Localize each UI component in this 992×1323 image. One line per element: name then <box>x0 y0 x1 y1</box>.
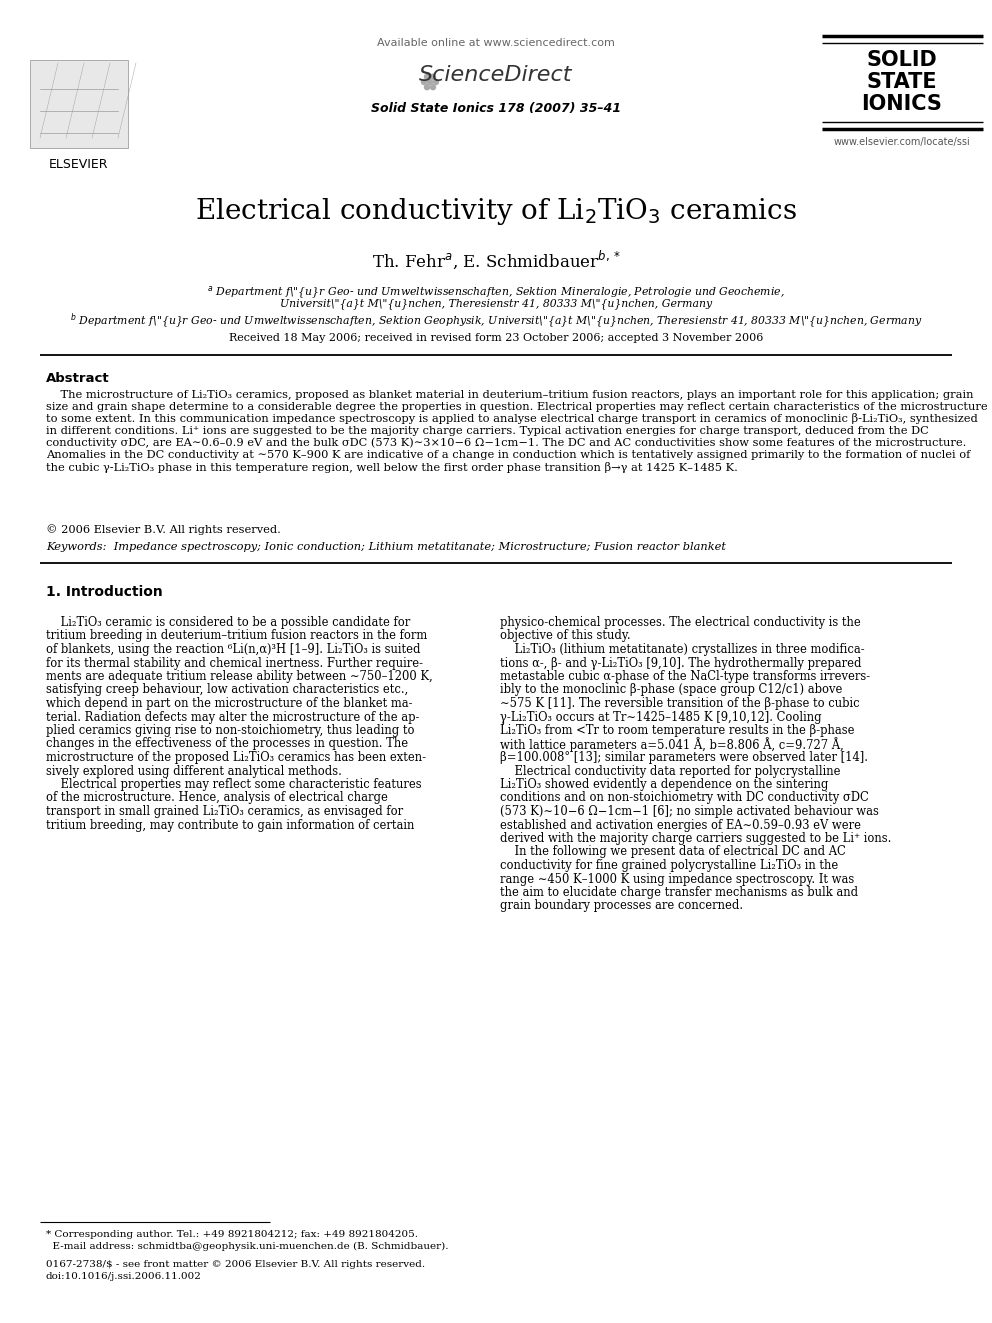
Text: © 2006 Elsevier B.V. All rights reserved.: © 2006 Elsevier B.V. All rights reserved… <box>46 524 281 534</box>
Text: changes in the effectiveness of the processes in question. The: changes in the effectiveness of the proc… <box>46 737 408 750</box>
Text: doi:10.1016/j.ssi.2006.11.002: doi:10.1016/j.ssi.2006.11.002 <box>46 1271 202 1281</box>
Text: satisfying creep behaviour, low activation characteristics etc.,: satisfying creep behaviour, low activati… <box>46 684 409 696</box>
Text: the aim to elucidate charge transfer mechanisms as bulk and: the aim to elucidate charge transfer mec… <box>500 886 858 900</box>
Text: established and activation energies of EA∼0.59–0.93 eV were: established and activation energies of E… <box>500 819 861 831</box>
Text: plied ceramics giving rise to non-stoichiometry, thus leading to: plied ceramics giving rise to non-stoich… <box>46 724 415 737</box>
Circle shape <box>428 79 433 85</box>
Text: Li₂TiO₃ (lithium metatitanate) crystallizes in three modifica-: Li₂TiO₃ (lithium metatitanate) crystalli… <box>500 643 865 656</box>
Text: Electrical properties may reflect some characteristic features: Electrical properties may reflect some c… <box>46 778 422 791</box>
Text: transport in small grained Li₂TiO₃ ceramics, as envisaged for: transport in small grained Li₂TiO₃ ceram… <box>46 804 403 818</box>
Text: 1. Introduction: 1. Introduction <box>46 585 163 599</box>
Text: Li₂TiO₃ showed evidently a dependence on the sintering: Li₂TiO₃ showed evidently a dependence on… <box>500 778 828 791</box>
Text: Keywords:  Impedance spectroscopy; Ionic conduction; Lithium metatitanate; Micro: Keywords: Impedance spectroscopy; Ionic … <box>46 542 726 552</box>
Text: www.elsevier.com/locate/ssi: www.elsevier.com/locate/ssi <box>833 138 970 147</box>
Text: β=100.008° [13]; similar parameters were observed later [14].: β=100.008° [13]; similar parameters were… <box>500 751 868 763</box>
Text: (573 K)∼10−6 Ω−1cm−1 [6]; no simple activated behaviour was: (573 K)∼10−6 Ω−1cm−1 [6]; no simple acti… <box>500 804 879 818</box>
Text: Li₂TiO₃ from <Tr to room temperature results in the β-phase: Li₂TiO₃ from <Tr to room temperature res… <box>500 724 854 737</box>
Text: ELSEVIER: ELSEVIER <box>50 157 109 171</box>
Text: of blankets, using the reaction ⁶Li(n,α)³H [1–9]. Li₂TiO₃ is suited: of blankets, using the reaction ⁶Li(n,α)… <box>46 643 421 656</box>
Text: objective of this study.: objective of this study. <box>500 630 631 643</box>
Text: sively explored using different analytical methods.: sively explored using different analytic… <box>46 765 342 778</box>
Text: STATE: STATE <box>867 71 937 93</box>
Text: E-mail address: schmidtba@geophysik.uni-muenchen.de (B. Schmidbauer).: E-mail address: schmidtba@geophysik.uni-… <box>46 1242 448 1252</box>
Text: tions α-, β- and γ-Li₂TiO₃ [9,10]. The hydrothermally prepared: tions α-, β- and γ-Li₂TiO₃ [9,10]. The h… <box>500 656 861 669</box>
Circle shape <box>422 79 427 85</box>
Text: ments are adequate tritium release ability between ∼750–1200 K,: ments are adequate tritium release abili… <box>46 669 433 683</box>
Text: SOLID: SOLID <box>867 50 937 70</box>
Circle shape <box>434 79 438 85</box>
Bar <box>30 60 128 148</box>
Text: In the following we present data of electrical DC and AC: In the following we present data of elec… <box>500 845 846 859</box>
Text: conductivity for fine grained polycrystalline Li₂TiO₃ in the: conductivity for fine grained polycrysta… <box>500 859 838 872</box>
Text: which depend in part on the microstructure of the blanket ma-: which depend in part on the microstructu… <box>46 697 413 710</box>
Text: The microstructure of Li₂TiO₃ ceramics, proposed as blanket material in deuteriu: The microstructure of Li₂TiO₃ ceramics, … <box>46 390 988 472</box>
Circle shape <box>431 74 435 79</box>
Text: physico-chemical processes. The electrical conductivity is the: physico-chemical processes. The electric… <box>500 617 861 628</box>
Text: Available online at www.sciencedirect.com: Available online at www.sciencedirect.co… <box>377 38 615 48</box>
Text: Li₂TiO₃ ceramic is considered to be a possible candidate for: Li₂TiO₃ ceramic is considered to be a po… <box>46 617 411 628</box>
Text: Electrical conductivity of Li$_2$TiO$_3$ ceramics: Electrical conductivity of Li$_2$TiO$_3$… <box>195 196 797 228</box>
Text: metastable cubic α-phase of the NaCl-type transforms irrevers-: metastable cubic α-phase of the NaCl-typ… <box>500 669 870 683</box>
Text: for its thermal stability and chemical inertness. Further require-: for its thermal stability and chemical i… <box>46 656 423 669</box>
Text: grain boundary processes are concerned.: grain boundary processes are concerned. <box>500 900 743 913</box>
Text: derived with the majority charge carriers suggested to be Li⁺ ions.: derived with the majority charge carrier… <box>500 832 892 845</box>
Text: IONICS: IONICS <box>862 94 942 114</box>
Text: tritium breeding in deuterium–tritium fusion reactors in the form: tritium breeding in deuterium–tritium fu… <box>46 630 428 643</box>
Text: Abstract: Abstract <box>46 372 110 385</box>
Text: γ-Li₂TiO₃ occurs at Tr∼1425–1485 K [9,10,12]. Cooling: γ-Li₂TiO₃ occurs at Tr∼1425–1485 K [9,10… <box>500 710 821 724</box>
Text: range ∼450 K–1000 K using impedance spectroscopy. It was: range ∼450 K–1000 K using impedance spec… <box>500 872 854 885</box>
Text: Universit\"{a}t M\"{u}nchen, Theresienstr 41, 80333 M\"{u}nchen, Germany: Universit\"{a}t M\"{u}nchen, Theresienst… <box>280 298 712 308</box>
Text: tritium breeding, may contribute to gain information of certain: tritium breeding, may contribute to gain… <box>46 819 415 831</box>
Text: $^{b}$ Department f\"{u}r Geo- und Umweltwissenschaften, Sektion Geophysik, Univ: $^{b}$ Department f\"{u}r Geo- und Umwel… <box>69 312 923 331</box>
Circle shape <box>425 74 430 79</box>
Text: Th. Fehr$^{a}$, E. Schmidbauer$^{b,*}$: Th. Fehr$^{a}$, E. Schmidbauer$^{b,*}$ <box>372 247 620 270</box>
Text: conditions and on non-stoichiometry with DC conductivity σDC: conditions and on non-stoichiometry with… <box>500 791 869 804</box>
Circle shape <box>431 85 435 90</box>
Text: ibly to the monoclinic β-phase (space group C12/c1) above: ibly to the monoclinic β-phase (space gr… <box>500 684 842 696</box>
Text: * Corresponding author. Tel.: +49 8921804212; fax: +49 8921804205.: * Corresponding author. Tel.: +49 892180… <box>46 1230 418 1240</box>
Text: with lattice parameters a=5.041 Å, b=8.806 Å, c=9.727 Å,: with lattice parameters a=5.041 Å, b=8.8… <box>500 737 844 753</box>
Text: Solid State Ionics 178 (2007) 35–41: Solid State Ionics 178 (2007) 35–41 <box>371 102 621 115</box>
Text: $^{a}$ Department f\"{u}r Geo- und Umweltwissenschaften, Sektion Mineralogie, Pe: $^{a}$ Department f\"{u}r Geo- und Umwel… <box>207 284 785 300</box>
Text: 0167-2738/$ - see front matter © 2006 Elsevier B.V. All rights reserved.: 0167-2738/$ - see front matter © 2006 El… <box>46 1259 426 1269</box>
Text: Received 18 May 2006; received in revised form 23 October 2006; accepted 3 Novem: Received 18 May 2006; received in revise… <box>229 333 763 343</box>
Text: terial. Radiation defects may alter the microstructure of the ap-: terial. Radiation defects may alter the … <box>46 710 420 724</box>
Text: ∼575 K [11]. The reversible transition of the β-phase to cubic: ∼575 K [11]. The reversible transition o… <box>500 697 860 710</box>
Text: of the microstructure. Hence, analysis of electrical charge: of the microstructure. Hence, analysis o… <box>46 791 388 804</box>
Text: Electrical conductivity data reported for polycrystalline: Electrical conductivity data reported fo… <box>500 765 840 778</box>
Circle shape <box>425 85 430 90</box>
Text: microstructure of the proposed Li₂TiO₃ ceramics has been exten-: microstructure of the proposed Li₂TiO₃ c… <box>46 751 426 763</box>
Text: ScienceDirect: ScienceDirect <box>420 65 572 85</box>
